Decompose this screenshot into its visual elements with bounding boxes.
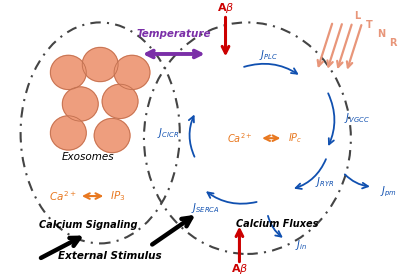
Text: $J_{in}$: $J_{in}$ xyxy=(295,238,307,252)
Text: $J_{pm}$: $J_{pm}$ xyxy=(380,185,397,199)
Text: Temperature: Temperature xyxy=(136,29,211,39)
Text: L: L xyxy=(354,11,360,21)
Text: N: N xyxy=(377,29,385,39)
Text: Calcium Fluxes: Calcium Fluxes xyxy=(236,219,318,229)
Ellipse shape xyxy=(102,84,138,119)
Ellipse shape xyxy=(50,116,86,150)
Text: A$\beta$: A$\beta$ xyxy=(217,1,234,15)
Ellipse shape xyxy=(50,55,86,89)
Text: A$\beta$: A$\beta$ xyxy=(231,262,248,276)
Text: $J_{PLC}$: $J_{PLC}$ xyxy=(258,48,278,62)
Text: T: T xyxy=(365,20,372,30)
Ellipse shape xyxy=(114,55,150,89)
Text: $IP_c$: $IP_c$ xyxy=(288,131,302,145)
Text: $J_{SERCA}$: $J_{SERCA}$ xyxy=(191,201,220,215)
Text: $Ca^{2+}$: $Ca^{2+}$ xyxy=(49,189,76,203)
Text: $IP_3$: $IP_3$ xyxy=(110,189,126,203)
Ellipse shape xyxy=(94,119,130,153)
Text: Exosomes: Exosomes xyxy=(62,152,114,161)
Text: R: R xyxy=(389,39,396,48)
Text: $J_{CICR}$: $J_{CICR}$ xyxy=(157,126,179,140)
Text: External Stimulus: External Stimulus xyxy=(58,251,162,261)
Ellipse shape xyxy=(62,87,98,121)
Text: $J_{VGCC}$: $J_{VGCC}$ xyxy=(344,111,370,125)
Text: $Ca^{2+}$: $Ca^{2+}$ xyxy=(226,131,252,145)
Ellipse shape xyxy=(82,47,118,82)
Text: $J_{RYR}$: $J_{RYR}$ xyxy=(315,175,335,189)
Text: Calcium Signaling: Calcium Signaling xyxy=(39,220,138,230)
